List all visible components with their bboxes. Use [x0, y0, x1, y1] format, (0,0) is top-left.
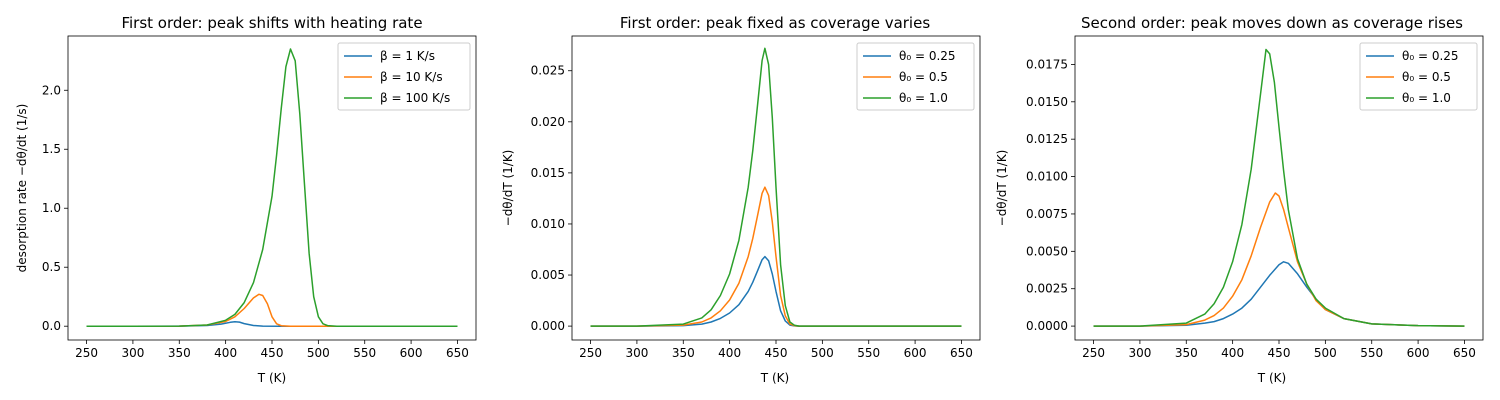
x-tick-label: 300: [625, 346, 648, 360]
x-tick-label: 600: [400, 346, 423, 360]
x-tick-label: 500: [811, 346, 834, 360]
x-tick-label: 400: [1221, 346, 1244, 360]
y-tick-label: 0.0100: [1026, 170, 1068, 184]
legend-frame: [337, 42, 471, 111]
y-axis-label: −dθ/dT (1/K): [995, 150, 1009, 227]
y-tick-label: 0.020: [531, 115, 565, 129]
y-tick-label: 0.010: [531, 217, 565, 231]
series-line: [1093, 261, 1465, 327]
y-tick-label: 2.0: [42, 83, 61, 97]
x-tick-label: 300: [1128, 346, 1151, 360]
x-tick-label: 400: [214, 346, 237, 360]
plot-area: 250 300 350 400 450 500 550 600 650 0.0 0.5 1.0 1.5 2…: [42, 35, 477, 360]
x-tick-label: 600: [904, 346, 927, 360]
y-tick-label: 0.0050: [1026, 244, 1068, 258]
y-tick-label: 0.0175: [1026, 57, 1068, 71]
x-tick-label: 500: [1314, 346, 1337, 360]
y-tick-label: 0.0150: [1026, 95, 1068, 109]
series-line: [86, 293, 458, 327]
y-tick-label: 0.000: [531, 319, 565, 333]
series-line: [86, 48, 458, 327]
legend: θ₀ = 0.25 θ₀ = 0.5 θ₀ = 1.0: [856, 42, 975, 111]
y-axis-label: desorption rate −dθ/dt (1/s): [15, 104, 29, 273]
chart-panel-first-order-coverage: First order: peak fixed as coverage vari…: [501, 14, 981, 385]
x-tick-label: 600: [1407, 346, 1430, 360]
x-tick-label: 250: [75, 346, 98, 360]
plot-area: 250 300 350 400 450 500 550 600 650 0.0000 0.0025 0…: [1026, 35, 1484, 360]
x-tick-label: 550: [353, 346, 376, 360]
y-tick-label: 0.0: [42, 319, 61, 333]
x-tick-label: 550: [1360, 346, 1383, 360]
x-tick-label: 250: [579, 346, 602, 360]
chart-title: First order: peak shifts with heating ra…: [121, 14, 422, 32]
legend-label: θ₀ = 1.0: [1402, 91, 1451, 105]
chart-title: First order: peak fixed as coverage vari…: [620, 14, 930, 32]
x-axis-label: T (K): [760, 371, 789, 385]
y-tick-label: 0.005: [531, 268, 565, 282]
chart-panel-heating-rate: First order: peak shifts with heating ra…: [15, 14, 477, 385]
y-tick-label: 0.0025: [1026, 282, 1068, 296]
series-line: [590, 255, 962, 327]
legend-label: θ₀ = 0.5: [1402, 70, 1451, 84]
legend-label: θ₀ = 1.0: [899, 91, 948, 105]
x-tick-label: 450: [765, 346, 788, 360]
y-tick-label: 1.0: [42, 201, 61, 215]
legend-frame: [1359, 42, 1478, 111]
y-tick-label: 0.015: [531, 166, 565, 180]
y-axis-label: −dθ/dT (1/K): [501, 150, 515, 227]
series-line: [590, 186, 962, 327]
y-tick-label: 0.0075: [1026, 207, 1068, 221]
x-tick-label: 500: [307, 346, 330, 360]
y-tick-label: 0.5: [42, 260, 61, 274]
x-tick-label: 350: [168, 346, 191, 360]
series-line: [590, 47, 962, 327]
legend: β = 1 K/s β = 10 K/s β = 100 K/s: [337, 42, 471, 111]
x-tick-label: 650: [446, 346, 469, 360]
legend-label: β = 10 K/s: [380, 70, 443, 84]
x-tick-label: 450: [1268, 346, 1291, 360]
legend-frame: [856, 42, 975, 111]
x-tick-label: 250: [1082, 346, 1105, 360]
x-tick-label: 350: [672, 346, 695, 360]
x-axis-label: T (K): [1257, 371, 1286, 385]
x-tick-label: 300: [121, 346, 144, 360]
series-line: [1093, 192, 1465, 327]
legend: θ₀ = 0.25 θ₀ = 0.5 θ₀ = 1.0: [1359, 42, 1478, 111]
y-tick-label: 0.0000: [1026, 319, 1068, 333]
x-tick-label: 350: [1175, 346, 1198, 360]
x-tick-label: 650: [950, 346, 973, 360]
x-tick-label: 450: [261, 346, 284, 360]
x-tick-label: 550: [857, 346, 880, 360]
legend-label: θ₀ = 0.25: [899, 49, 956, 63]
legend-label: θ₀ = 0.5: [899, 70, 948, 84]
x-tick-label: 650: [1453, 346, 1476, 360]
chart-panel-second-order-coverage: Second order: peak moves down as coverag…: [995, 14, 1484, 385]
legend-label: θ₀ = 0.25: [1402, 49, 1459, 63]
y-tick-label: 0.0125: [1026, 132, 1068, 146]
chart-title: Second order: peak moves down as coverag…: [1081, 14, 1463, 32]
x-axis-label: T (K): [257, 371, 286, 385]
plot-area: 250 300 350 400 450 500 550 600 650 0.000 0.005 0.0…: [531, 35, 981, 360]
series-line: [1093, 48, 1465, 327]
legend-label: β = 100 K/s: [380, 91, 450, 105]
x-tick-label: 400: [718, 346, 741, 360]
y-tick-label: 0.025: [531, 64, 565, 78]
y-tick-label: 1.5: [42, 142, 61, 156]
legend-label: β = 1 K/s: [380, 49, 435, 63]
